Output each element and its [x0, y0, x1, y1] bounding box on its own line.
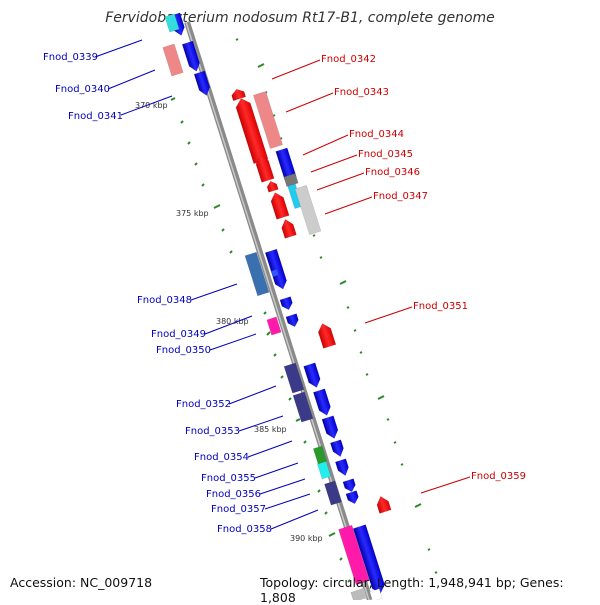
leader-line: [310, 154, 358, 173]
gene-feature: [253, 91, 283, 149]
genome-backbone: [184, 21, 373, 600]
gene-feature: [324, 480, 342, 506]
accession-text: Accession: NC_009718: [10, 575, 153, 590]
gene-feature: [335, 458, 349, 477]
gene-feature: [164, 13, 180, 33]
leader-line: [285, 92, 334, 113]
gene-label: Fnod_0349: [151, 329, 206, 340]
leader-line: [364, 306, 413, 324]
gene-label: Fnod_0356: [206, 489, 261, 500]
leader-line: [420, 476, 471, 494]
gene-track: [162, 12, 392, 600]
gene-feature: [283, 173, 299, 187]
tick-label: 375 kbp: [176, 209, 209, 218]
gene-label: Fnod_0357: [211, 504, 266, 515]
gene-feature: [244, 251, 270, 297]
gene-label: Fnod_0355: [201, 473, 256, 484]
leader-line: [324, 196, 373, 215]
gene-feature: [321, 415, 339, 439]
gene-feature: [266, 316, 282, 336]
inner-scale-dots: [170, 97, 351, 583]
leader-line: [107, 69, 156, 90]
gene-label: Fnod_0348: [137, 295, 192, 306]
tick-label: 385 kbp: [254, 425, 287, 434]
gene-label: Fnod_0347: [373, 191, 428, 202]
gene-label: Fnod_0359: [471, 471, 526, 482]
tick-label: 380 kbp: [216, 317, 249, 326]
leader-line: [271, 59, 321, 80]
gene-feature: [303, 362, 321, 388]
gene-feature: [270, 268, 280, 278]
leader-line: [204, 315, 253, 335]
gene-labels: Fnod_0339 Fnod_0340 Fnod_0341 Fnod_0342 Fnod…: [43, 39, 526, 535]
leader-line: [259, 478, 306, 495]
gene-feature: [181, 40, 200, 72]
gene-label: Fnod_0350: [156, 345, 211, 356]
leader-line: [209, 333, 257, 351]
gene-feature: [313, 388, 331, 416]
leader-line: [238, 415, 284, 432]
topology-text: Topology: circular; Length: 1,948,941 bp…: [260, 575, 564, 605]
gene-label: Fnod_0351: [413, 301, 468, 312]
tick-label: 390 kbp: [290, 534, 323, 543]
leader-line: [270, 509, 319, 530]
gene-label: Fnod_0340: [55, 84, 110, 95]
tick-labels: 370 kbp 375 kbp 380 kbp 385 kbp 390 kbp: [135, 101, 323, 543]
gene-label: Fnod_0346: [365, 167, 420, 178]
gene-feature: [281, 219, 297, 239]
gene-feature: [342, 478, 356, 493]
leader-line: [247, 440, 293, 458]
leader-line: [120, 95, 173, 116]
gene-label: Fnod_0345: [358, 149, 413, 160]
gene-feature: [231, 88, 247, 102]
gene-feature: [350, 587, 368, 600]
map-title: Fervidobacterium nodosum Rt17-B1, comple…: [105, 10, 495, 26]
gene-feature: [270, 192, 290, 220]
gene-feature: [283, 362, 305, 394]
gene-feature: [162, 43, 184, 77]
gene-feature: [345, 490, 359, 505]
leader-line: [190, 283, 238, 301]
leader-line: [94, 39, 143, 58]
gene-feature: [330, 439, 344, 458]
leader-line: [228, 385, 277, 405]
gene-label: Fnod_0342: [321, 54, 376, 65]
gene-label: Fnod_0352: [176, 399, 231, 410]
gene-feature: [312, 445, 328, 465]
gene-label: Fnod_0343: [334, 87, 389, 98]
gene-label: Fnod_0354: [194, 452, 249, 463]
gene-label: Fnod_0358: [217, 524, 272, 535]
gene-feature: [193, 70, 211, 96]
leader-line: [264, 493, 311, 510]
gene-feature: [352, 524, 385, 594]
gene-feature: [318, 323, 337, 349]
gene-feature: [266, 180, 279, 193]
leader-line: [316, 172, 365, 191]
gene-feature: [264, 248, 287, 290]
gene-feature: [292, 391, 314, 423]
gene-feature: [338, 524, 370, 586]
gene-label: Fnod_0339: [43, 52, 98, 63]
gene-label: Fnod_0344: [349, 129, 404, 140]
leader-line: [254, 462, 299, 479]
gene-feature: [294, 184, 322, 236]
gene-label: Fnod_0353: [185, 426, 240, 437]
gene-feature: [376, 496, 392, 514]
tick-label: 370 kbp: [135, 101, 168, 110]
gene-feature: [285, 313, 299, 328]
genome-backbone-highlight: [185, 21, 370, 600]
gene-label: Fnod_0341: [68, 111, 123, 122]
gene-feature: [255, 155, 275, 183]
gene-feature: [279, 296, 293, 311]
leader-line: [302, 134, 349, 156]
